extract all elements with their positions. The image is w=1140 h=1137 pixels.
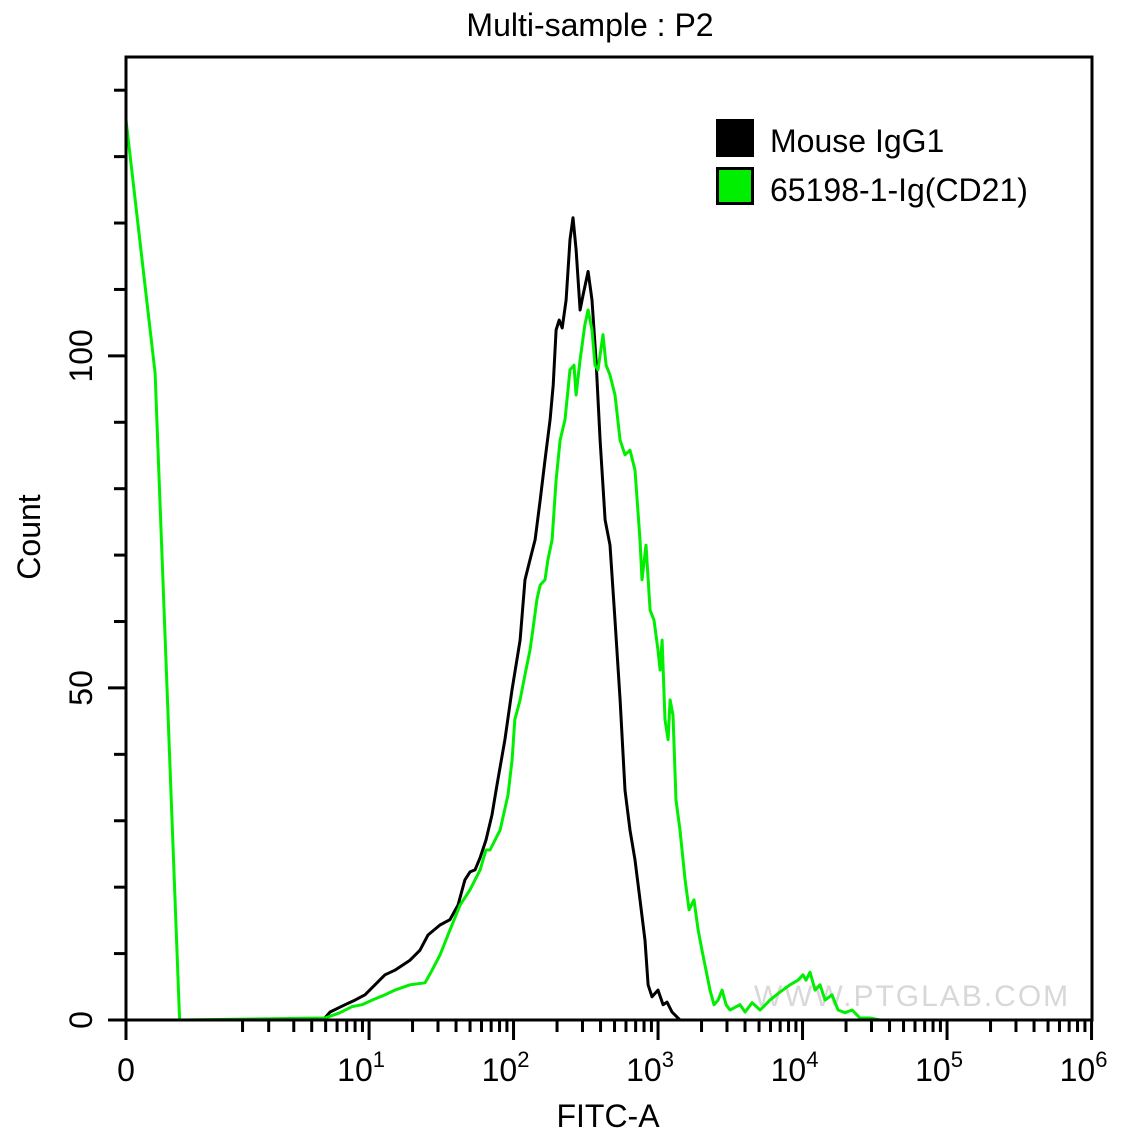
series-line-0 (321, 216, 682, 1022)
legend-label-mouse-igg1: Mouse IgG1 (770, 123, 944, 159)
x-tick-label: 104 (771, 1047, 819, 1088)
plot-frame (124, 55, 1094, 1022)
x-tick-label-base: 10 (337, 1052, 373, 1088)
x-tick-label-exponent: 5 (951, 1047, 963, 1072)
y-tick-label: 0 (63, 1011, 99, 1029)
x-axis-label: FITC-A (556, 1098, 660, 1134)
x-tick-label-exponent: 1 (373, 1047, 385, 1072)
chart-title: Multi-sample : P2 (466, 7, 713, 43)
series-layer (124, 118, 881, 1022)
legend-swatch-cd21 (716, 167, 754, 205)
x-tick-label-exponent: 4 (806, 1047, 818, 1072)
x-tick-label-exponent: 3 (662, 1047, 674, 1072)
y-axis: 0 50 100 (63, 88, 126, 1029)
legend-label-cd21: 65198-1-Ig(CD21) (770, 172, 1028, 208)
watermark: WWW.PTGLAB.COM (754, 980, 1070, 1013)
x-tick-label-base: 10 (482, 1052, 518, 1088)
y-tick-label: 100 (63, 329, 99, 382)
legend-swatch-mouse-igg1 (716, 119, 754, 157)
x-tick-label-base: 10 (626, 1052, 662, 1088)
x-tick-label-base: 10 (771, 1052, 807, 1088)
x-tick-label: 102 (482, 1047, 530, 1088)
legend: Mouse IgG1 65198-1-Ig(CD21) (716, 119, 1028, 208)
x-tick-label-base: 10 (915, 1052, 951, 1088)
y-axis-label: Count (11, 494, 47, 580)
x-tick-label-exponent: 6 (1095, 1047, 1107, 1072)
series-line-1 (124, 118, 881, 1022)
x-tick-label: 101 (337, 1047, 385, 1088)
x-tick-label-base: 0 (117, 1052, 135, 1088)
x-axis: 0 101 102 103 104 105 106 (117, 1020, 1107, 1088)
x-tick-label-exponent: 2 (517, 1047, 529, 1072)
x-tick-label: 103 (626, 1047, 674, 1088)
x-tick-label: 0 (117, 1052, 135, 1088)
x-tick-label: 105 (915, 1047, 963, 1088)
x-tick-label: 106 (1060, 1047, 1108, 1088)
x-tick-label-base: 10 (1060, 1052, 1096, 1088)
y-tick-label: 50 (63, 670, 99, 706)
